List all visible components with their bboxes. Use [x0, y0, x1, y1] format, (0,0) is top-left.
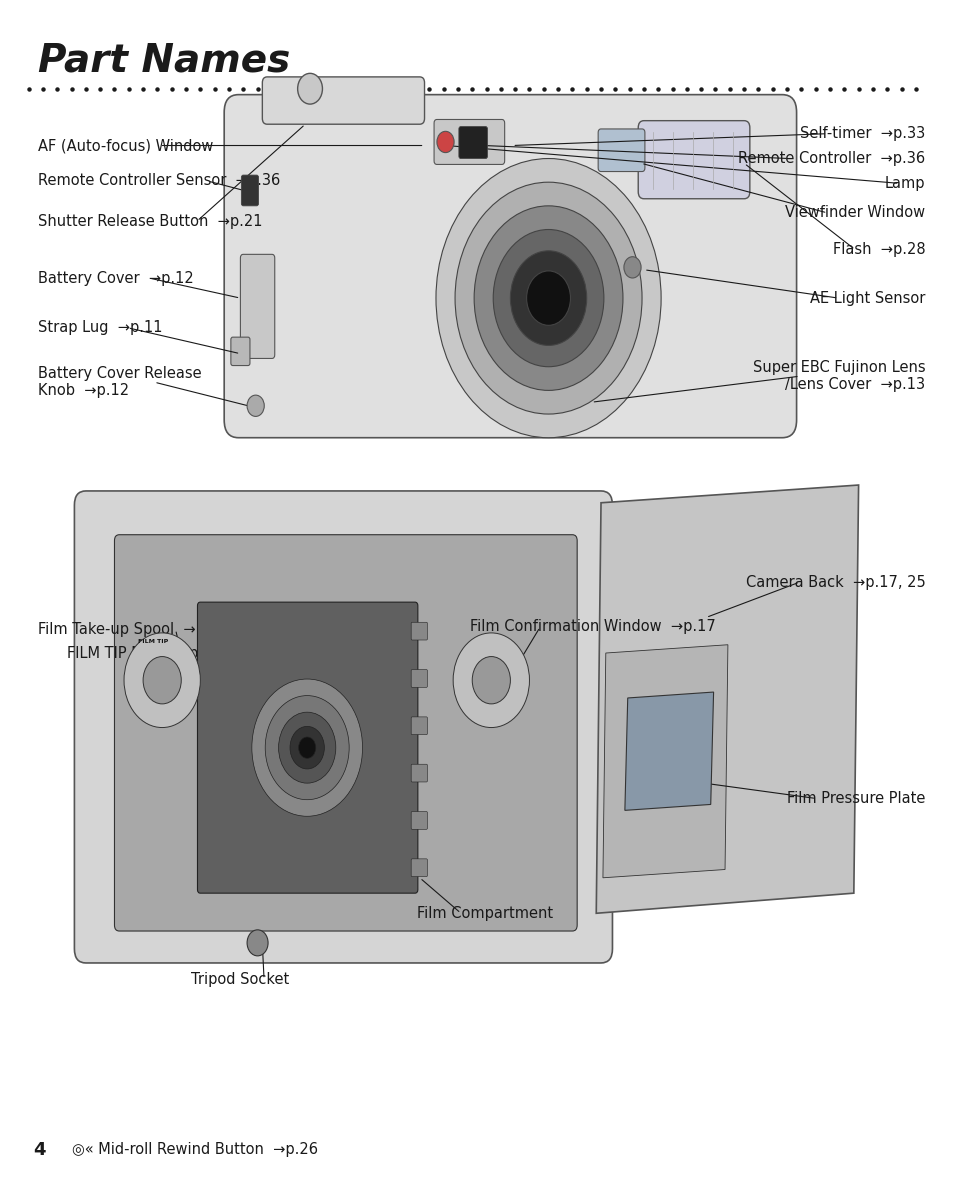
FancyBboxPatch shape [240, 254, 274, 358]
Text: Strap Lug  →p.11: Strap Lug →p.11 [38, 321, 163, 335]
Text: Battery Cover Release
Knob  →p.12: Battery Cover Release Knob →p.12 [38, 366, 202, 399]
Text: Remote Controller Sensor  →p.36: Remote Controller Sensor →p.36 [38, 174, 280, 188]
Circle shape [247, 395, 264, 416]
FancyBboxPatch shape [197, 602, 417, 893]
Text: Film Compartment: Film Compartment [416, 906, 553, 920]
FancyBboxPatch shape [411, 859, 427, 877]
FancyBboxPatch shape [434, 119, 504, 164]
Text: Film Confirmation Window  →p.17: Film Confirmation Window →p.17 [469, 620, 715, 634]
Circle shape [436, 131, 454, 153]
Circle shape [297, 73, 322, 104]
FancyBboxPatch shape [638, 121, 749, 199]
Text: FILM TIP: FILM TIP [138, 639, 169, 644]
Polygon shape [596, 485, 858, 913]
Circle shape [623, 257, 640, 278]
Polygon shape [624, 692, 713, 810]
Circle shape [436, 159, 660, 438]
Text: Lamp: Lamp [884, 176, 924, 190]
Text: AF (Auto-focus) Window: AF (Auto-focus) Window [38, 138, 213, 153]
Circle shape [526, 271, 570, 325]
Text: Self-timer  →p.33: Self-timer →p.33 [800, 127, 924, 141]
Text: ◎« Mid-roll Rewind Button  →p.26: ◎« Mid-roll Rewind Button →p.26 [71, 1143, 317, 1157]
FancyBboxPatch shape [598, 129, 644, 172]
FancyBboxPatch shape [224, 95, 796, 438]
Text: Film Take-up Spool  →p.18: Film Take-up Spool →p.18 [38, 622, 228, 636]
FancyBboxPatch shape [458, 127, 487, 159]
Text: Shutter Release Button  →p.21: Shutter Release Button →p.21 [38, 214, 262, 228]
Circle shape [265, 696, 349, 800]
FancyBboxPatch shape [231, 337, 250, 366]
Circle shape [298, 737, 315, 758]
Circle shape [455, 182, 641, 414]
Text: Viewfinder Window: Viewfinder Window [784, 206, 924, 220]
Circle shape [278, 712, 335, 783]
Circle shape [453, 633, 529, 728]
Text: Super EBC Fujinon Lens
/Lens Cover  →p.13: Super EBC Fujinon Lens /Lens Cover →p.13 [752, 360, 924, 393]
FancyBboxPatch shape [411, 764, 427, 782]
Circle shape [143, 657, 181, 704]
Circle shape [252, 679, 362, 816]
Text: Tripod Socket: Tripod Socket [191, 972, 289, 987]
Text: 4: 4 [33, 1140, 46, 1159]
Circle shape [474, 206, 622, 390]
Text: Part Names: Part Names [38, 41, 290, 79]
Text: AE Light Sensor: AE Light Sensor [809, 291, 924, 305]
FancyBboxPatch shape [411, 622, 427, 640]
Circle shape [290, 726, 324, 769]
FancyBboxPatch shape [411, 812, 427, 829]
Text: FILM TIP Mark  →p.18: FILM TIP Mark →p.18 [67, 646, 221, 660]
Circle shape [124, 633, 200, 728]
FancyBboxPatch shape [411, 670, 427, 687]
Text: Camera Back  →p.17, 25: Camera Back →p.17, 25 [745, 575, 924, 589]
FancyBboxPatch shape [74, 491, 612, 963]
Circle shape [247, 930, 268, 956]
Circle shape [472, 657, 510, 704]
Polygon shape [602, 645, 727, 878]
Text: Film Pressure Plate: Film Pressure Plate [786, 791, 924, 806]
Text: Battery Cover  →p.12: Battery Cover →p.12 [38, 271, 193, 285]
Text: Flash  →p.28: Flash →p.28 [832, 243, 924, 257]
FancyBboxPatch shape [241, 175, 258, 206]
FancyBboxPatch shape [114, 535, 577, 931]
FancyBboxPatch shape [411, 717, 427, 735]
Text: Remote Controller  →p.36: Remote Controller →p.36 [738, 151, 924, 166]
Circle shape [510, 251, 586, 345]
FancyBboxPatch shape [262, 77, 424, 124]
Circle shape [493, 230, 603, 367]
